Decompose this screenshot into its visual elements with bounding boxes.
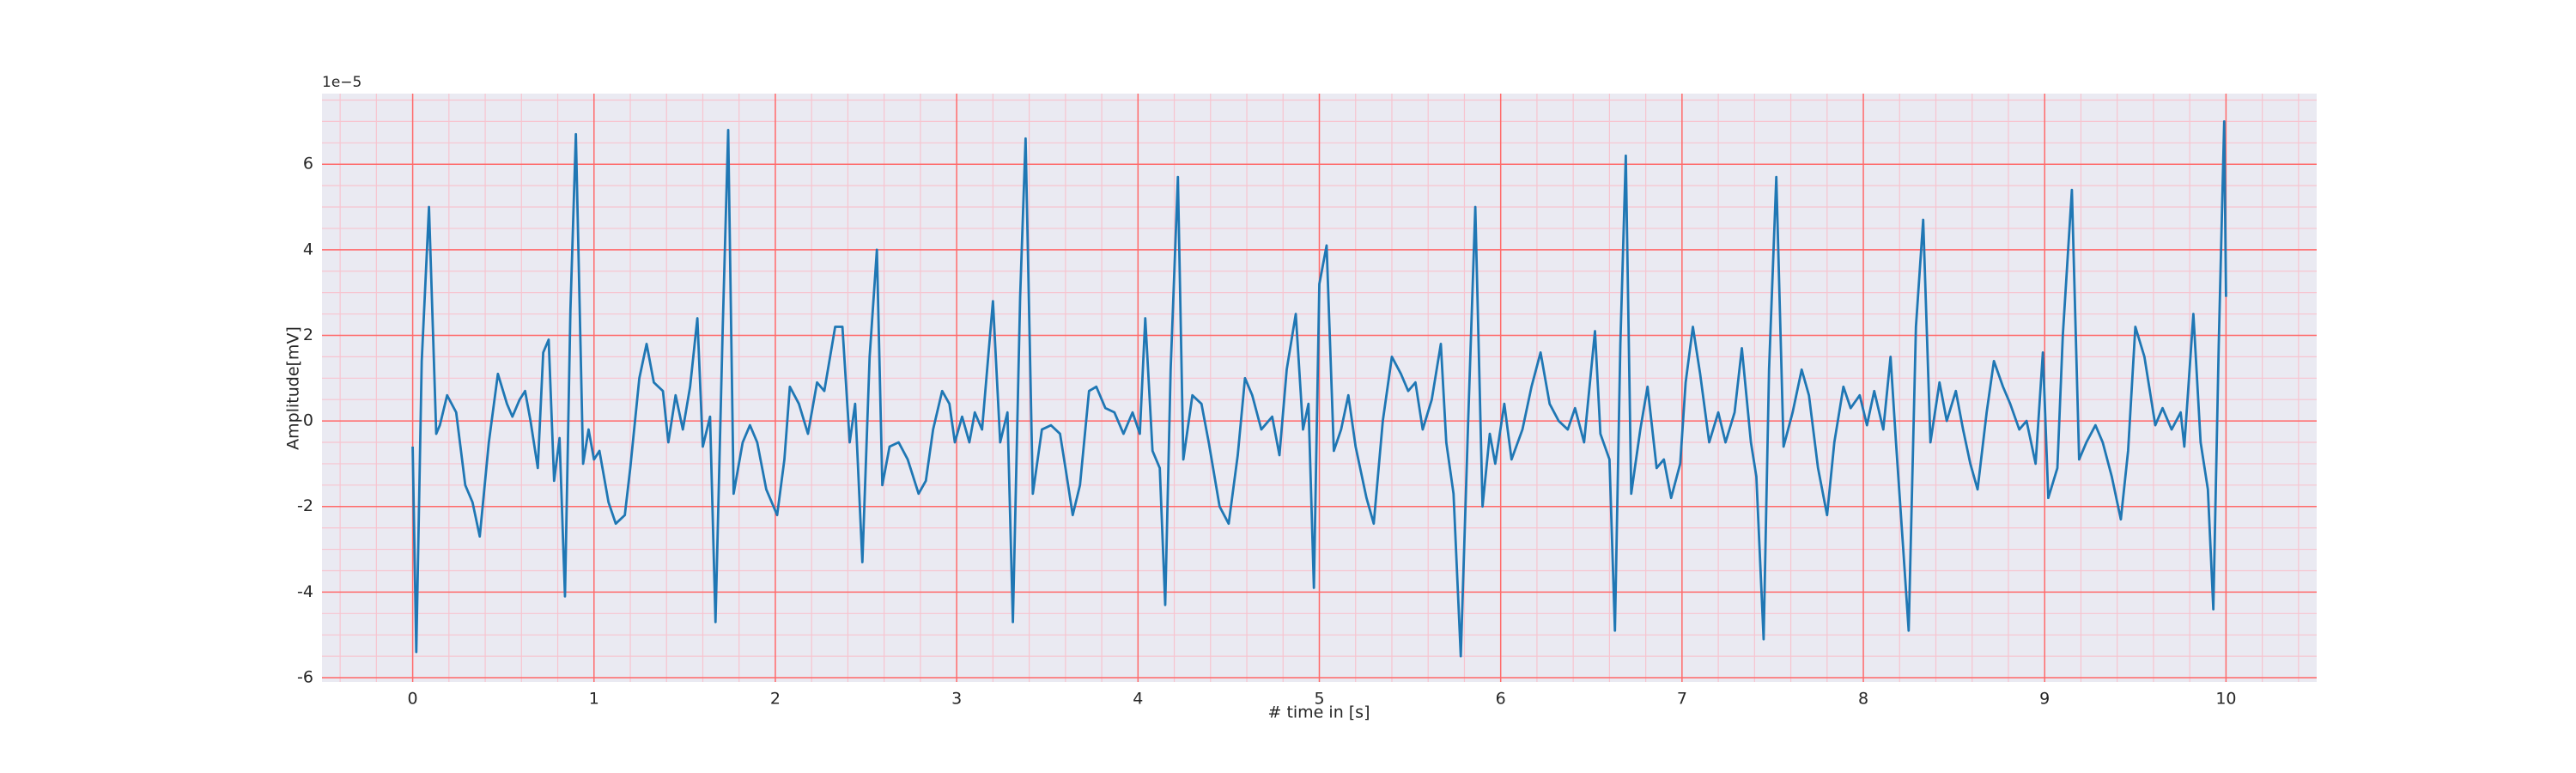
y-tick-label: -4 bbox=[297, 582, 313, 601]
x-tick-label: 9 bbox=[2039, 690, 2050, 709]
y-offset-label: 1e−5 bbox=[322, 74, 361, 91]
y-tick-label: -2 bbox=[297, 496, 313, 515]
x-tick-label: 4 bbox=[1133, 690, 1143, 709]
x-tick-label: 8 bbox=[1858, 690, 1868, 709]
x-axis-label: # time in [s] bbox=[1267, 703, 1370, 722]
y-tick-label: 4 bbox=[303, 240, 313, 259]
y-tick-label: 0 bbox=[303, 411, 313, 430]
plot-marks bbox=[411, 119, 2227, 658]
major-grid bbox=[322, 94, 2317, 682]
x-tick-label: 6 bbox=[1496, 690, 1506, 709]
y-tick-label: 2 bbox=[303, 326, 313, 344]
x-tick-label: 5 bbox=[1314, 690, 1324, 709]
y-tick-label: -6 bbox=[297, 668, 313, 687]
x-tick-label: 3 bbox=[951, 690, 962, 709]
x-tick-label: 0 bbox=[408, 690, 418, 709]
y-axis-label: Amplitude[mV] bbox=[284, 326, 303, 450]
x-tick-label: 7 bbox=[1677, 690, 1687, 709]
x-tick-label: 1 bbox=[589, 690, 599, 709]
signal-line bbox=[411, 119, 2227, 658]
y-tick-label: 6 bbox=[303, 155, 313, 173]
x-tick-label: 10 bbox=[2215, 690, 2236, 709]
x-tick-label: 2 bbox=[770, 690, 781, 709]
